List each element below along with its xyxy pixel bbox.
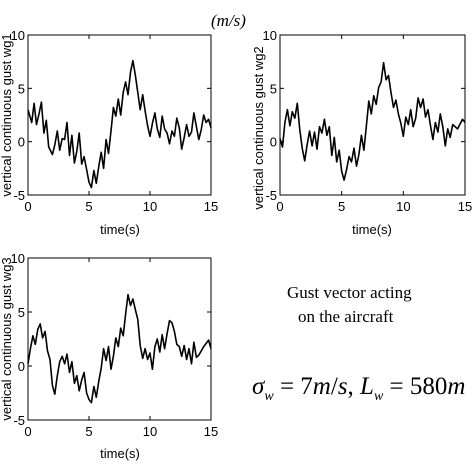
unit-label: (m/s) xyxy=(211,11,246,30)
formula-slash: / xyxy=(331,373,338,400)
x-axis-label-wg3: time(s) xyxy=(100,446,140,461)
x-tick-label: 5 xyxy=(85,424,92,439)
y-tick-label: -5 xyxy=(13,413,25,428)
y-axis-label-wg1: vertical continuous gust wg1 xyxy=(0,33,14,196)
y-tick-label: 5 xyxy=(18,305,25,320)
formula-sub-w2: w xyxy=(374,389,384,404)
y-tick-label: 10 xyxy=(263,28,277,43)
formula-text: σw = 7m/s, Lw = 580m xyxy=(252,373,465,404)
x-tick-label: 10 xyxy=(143,199,157,214)
formula-unit2: s xyxy=(338,373,348,400)
x-tick-label: 15 xyxy=(458,199,472,214)
y-tick-label: 0 xyxy=(18,135,25,150)
y-tick-label: -5 xyxy=(13,188,25,203)
formula-eq1: = 7 xyxy=(274,373,313,400)
y-tick-label: 10 xyxy=(11,28,25,43)
y-tick-label: 5 xyxy=(18,81,25,96)
y-tick-label: 0 xyxy=(18,359,25,374)
x-axis-label-wg1: time(s) xyxy=(100,222,140,237)
x-tick-label: 0 xyxy=(24,199,31,214)
x-tick-label: 15 xyxy=(204,424,218,439)
plot-frame xyxy=(279,34,466,196)
formula-L: L xyxy=(359,373,374,400)
x-axis-label-wg2: time(s) xyxy=(352,222,392,237)
plot-frame xyxy=(27,257,212,421)
y-tick-label: 0 xyxy=(270,135,277,150)
note-line-1: Gust vector acting xyxy=(287,283,412,302)
plot-frame xyxy=(27,34,212,196)
y-tick-label: -5 xyxy=(265,188,277,203)
series-line xyxy=(27,293,212,404)
y-tick-label: 10 xyxy=(11,251,25,266)
x-tick-label: 5 xyxy=(338,199,345,214)
formula-unit3: m xyxy=(447,373,465,400)
formula-sigma: σ xyxy=(252,373,266,400)
x-tick-label: 0 xyxy=(24,424,31,439)
y-tick-label: 5 xyxy=(270,81,277,96)
formula-comma: , xyxy=(348,373,361,400)
y-axis-label-wg2: vertical continuous gust wg2 xyxy=(251,46,266,209)
series-line xyxy=(27,59,212,189)
formula-eq2: = 580 xyxy=(383,373,447,400)
x-tick-label: 15 xyxy=(204,199,218,214)
y-axis-label-wg3: vertical continuous gust wg3 xyxy=(0,257,14,420)
x-tick-label: 10 xyxy=(396,199,410,214)
formula-unit1: m xyxy=(313,373,331,400)
x-tick-label: 0 xyxy=(276,199,283,214)
formula-sub-w1: w xyxy=(264,389,274,404)
x-tick-label: 5 xyxy=(85,199,92,214)
series-line xyxy=(279,61,466,181)
note-line-2: on the aircraft xyxy=(298,307,394,326)
x-tick-label: 10 xyxy=(143,424,157,439)
